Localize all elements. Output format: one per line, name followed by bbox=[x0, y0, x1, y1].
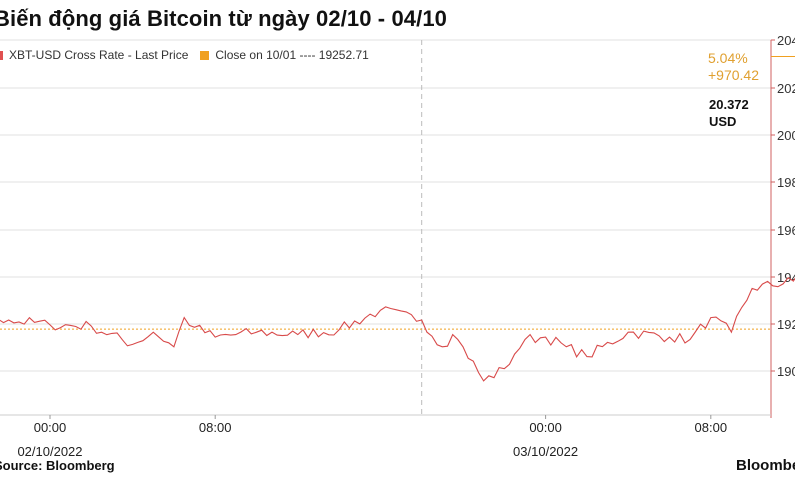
y-tick-label: 198 bbox=[777, 175, 795, 190]
last-price-unit: USD bbox=[709, 114, 737, 129]
legend-swatch-price bbox=[0, 50, 3, 60]
y-tick-label: 204 bbox=[777, 33, 795, 48]
x-tick-label: 08:00 bbox=[199, 420, 232, 435]
legend: XBT-USD Cross Rate - Last Price Close on… bbox=[0, 48, 369, 62]
y-tick-label: 192 bbox=[777, 317, 795, 332]
x-tick-label: 00:00 bbox=[529, 420, 562, 435]
x-tick-label: 08:00 bbox=[695, 420, 728, 435]
date-label: 03/10/2022 bbox=[513, 444, 578, 459]
source-note: Source: Bloomberg bbox=[0, 458, 115, 473]
legend-label-close: Close on 10/01 ---- 19252.71 bbox=[215, 48, 369, 62]
y-tick-label: 194 bbox=[777, 270, 795, 285]
legend-label-price: XBT-USD Cross Rate - Last Price bbox=[9, 48, 189, 62]
y-tick-label: 200 bbox=[777, 128, 795, 143]
change-amount: +970.42 bbox=[708, 67, 759, 83]
change-annotation: 5.04% +970.42 bbox=[708, 50, 759, 84]
y-tick-label: 190 bbox=[777, 364, 795, 379]
y-tick-label: 202 bbox=[777, 81, 795, 96]
last-price-value: 20.372 bbox=[709, 97, 749, 112]
chart-title: Biến động giá Bitcoin từ ngày 02/10 - 04… bbox=[0, 6, 448, 31]
change-percent: 5.04% bbox=[708, 50, 748, 66]
brand-logo: Bloomberg bbox=[736, 457, 795, 474]
date-label: 02/10/2022 bbox=[17, 444, 82, 459]
price-series-line bbox=[0, 276, 795, 382]
y-tick-label: 196 bbox=[777, 223, 795, 238]
x-tick-label: 00:00 bbox=[34, 420, 67, 435]
last-price-annotation: 20.372 USD bbox=[709, 96, 749, 130]
legend-swatch-close bbox=[200, 50, 210, 60]
